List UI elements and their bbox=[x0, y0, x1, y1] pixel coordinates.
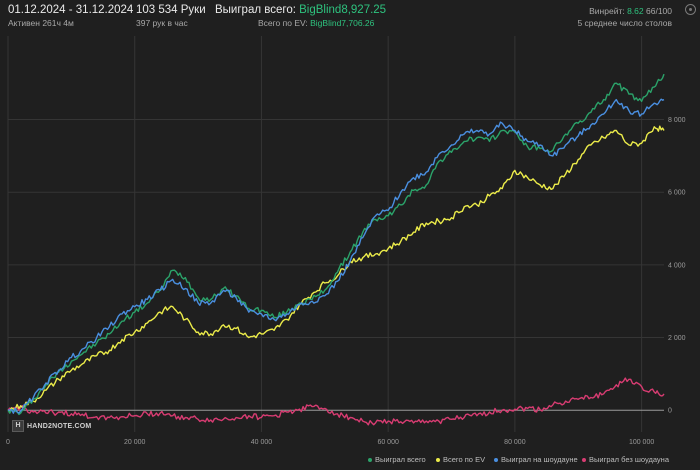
x-tick-label: 100 000 bbox=[629, 439, 654, 446]
hands-count: 103 534 Руки bbox=[136, 4, 206, 16]
legend-label-ev: Всего по EV bbox=[443, 455, 486, 464]
x-tick-label: 80 000 bbox=[504, 439, 526, 446]
legend-dot-won bbox=[368, 458, 372, 463]
winrate-label: Винрейт: bbox=[589, 6, 625, 16]
hand2note-logo: H HAND2NOTE.COM bbox=[12, 419, 91, 433]
y-tick-label: 4 000 bbox=[668, 262, 686, 269]
legend-label-won: Выиграл всего bbox=[375, 455, 426, 464]
won-total: Выиграл всего: BigBlind8,927.25 bbox=[215, 4, 386, 16]
won-total-value: BigBlind8,927.25 bbox=[299, 4, 387, 16]
hands-rate: 397 рук в час bbox=[136, 18, 188, 28]
legend-item-won[interactable]: Выиграл всего bbox=[368, 455, 426, 464]
won-total-label: Выиграл всего: bbox=[215, 4, 296, 16]
legend-dot-ev bbox=[436, 458, 440, 463]
chart-legend: Выиграл всего Всего по EV Выиграл на шоу… bbox=[0, 455, 700, 467]
y-tick-label: 2 000 bbox=[668, 335, 686, 342]
active-time: Активен 261ч 4м bbox=[8, 18, 74, 28]
y-tick-label: 6 000 bbox=[668, 190, 686, 197]
winrate-suffix: 66/100 bbox=[646, 6, 672, 16]
series-won-line bbox=[7, 73, 665, 416]
winrate: Винрейт: 8.62 66/100 bbox=[589, 6, 672, 16]
date-range[interactable]: 01.12.2024 - 31.12.2024 bbox=[8, 4, 134, 16]
stats-header: 01.12.2024 - 31.12.2024 Активен 261ч 4м … bbox=[0, 0, 700, 34]
logo-mark-icon: H bbox=[12, 420, 24, 432]
legend-label-no-showdown: Выиграл без шоудауна bbox=[589, 455, 669, 464]
series-ev-line bbox=[7, 125, 665, 412]
legend-item-showdown[interactable]: Выиграл на шоудауне bbox=[494, 455, 578, 464]
avg-tables: 5 среднее число столов bbox=[577, 18, 672, 28]
x-tick-label: 60 000 bbox=[377, 439, 399, 446]
x-tick-label: 20 000 bbox=[124, 439, 146, 446]
y-tick-label: 0 bbox=[668, 408, 672, 415]
legend-item-ev[interactable]: Всего по EV bbox=[436, 455, 485, 464]
x-tick-label: 0 bbox=[6, 439, 10, 446]
legend-label-showdown: Выиграл на шоудауне bbox=[501, 455, 578, 464]
legend-dot-no-showdown bbox=[582, 458, 586, 463]
winrate-value: 8.62 bbox=[627, 6, 644, 16]
logo-text: HAND2NOTE.COM bbox=[27, 422, 92, 430]
y-tick-label: 8 000 bbox=[668, 117, 686, 124]
series-no-showdown-line bbox=[7, 377, 665, 426]
ev-total: Всего по EV: BigBlind7,706.26 bbox=[258, 18, 374, 28]
ev-total-value: BigBlind7,706.26 bbox=[310, 18, 375, 28]
ev-total-label: Всего по EV: bbox=[258, 18, 308, 28]
gear-icon[interactable] bbox=[685, 4, 696, 15]
x-tick-label: 40 000 bbox=[251, 439, 273, 446]
series-showdown-line bbox=[7, 98, 665, 414]
legend-dot-showdown bbox=[494, 458, 498, 463]
legend-item-no-showdown[interactable]: Выиграл без шоудауна bbox=[582, 455, 669, 464]
